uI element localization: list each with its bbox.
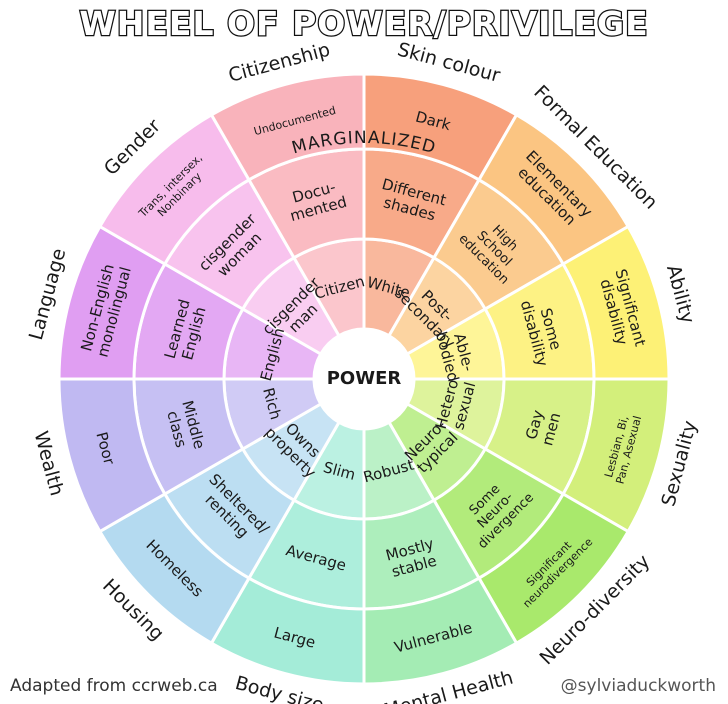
page-title: WHEEL OF POWER/PRIVILEGE — [78, 3, 649, 45]
cell-label: Docu-mented — [284, 176, 349, 225]
category-label: Ability — [662, 263, 699, 326]
wheel-cell-labels: WhiteDifferentshadesDarkPost-secondaryHi… — [77, 104, 649, 657]
center-circle — [313, 328, 415, 430]
wheel-sectors — [57, 72, 671, 686]
center-label: POWER — [327, 368, 402, 389]
source-credit: Adapted from ccrweb.ca — [10, 676, 218, 696]
wheel-cell — [209, 72, 366, 182]
author-credit: @sylviaduckworth — [560, 676, 716, 696]
category-label: Wealth — [29, 429, 67, 498]
